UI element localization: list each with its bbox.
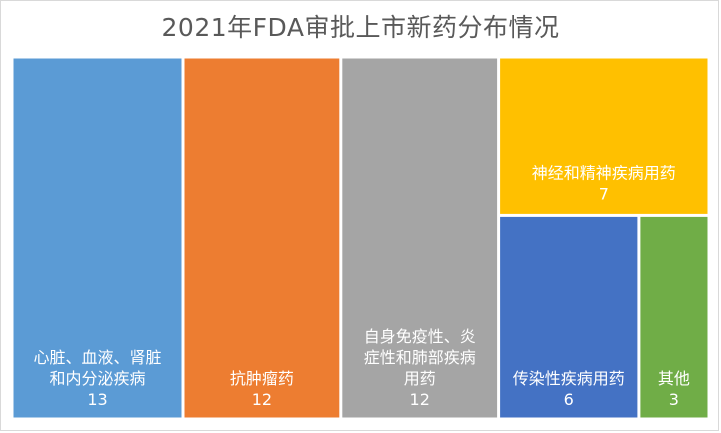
treemap-tile-rect xyxy=(184,58,340,418)
tile-neuro-psychiatric: 神经和精神疾病用药 7 xyxy=(500,58,708,214)
chart-title: 2021年FDA审批上市新药分布情况 xyxy=(161,13,560,42)
tile-category-label: 自身免疫性、炎 xyxy=(364,327,476,346)
tile-oncology: 抗肿瘤药 12 xyxy=(184,58,340,418)
tile-category-label: 神经和精神疾病用药 xyxy=(532,163,676,182)
tile-value-label: 6 xyxy=(564,390,574,409)
tile-category-label: 抗肿瘤药 xyxy=(230,369,294,388)
tile-value-label: 12 xyxy=(410,390,430,409)
treemap-tile-rect xyxy=(640,216,708,418)
tile-category-label: 症性和肺部疾病 xyxy=(364,348,476,367)
tile-other: 其他 3 xyxy=(640,216,708,418)
treemap-tile-rect xyxy=(342,58,498,418)
tile-category-label: 传染性疾病用药 xyxy=(513,369,625,388)
tile-infectious-disease: 传染性疾病用药 6 xyxy=(500,216,638,418)
treemap-tile-rect xyxy=(500,58,708,214)
tile-value-label: 12 xyxy=(252,390,272,409)
tile-category-label: 和内分泌疾病 xyxy=(49,369,145,388)
tile-category-label: 用药 xyxy=(404,369,436,388)
tile-category-label: 其他 xyxy=(658,369,690,388)
tile-value-label: 13 xyxy=(87,390,107,409)
tile-value-label: 3 xyxy=(669,390,679,409)
treemap-tile-rect xyxy=(500,216,638,418)
tile-value-label: 7 xyxy=(599,184,609,203)
tile-category-label: 心脏、血液、肾脏 xyxy=(33,348,161,367)
treemap-tile-rect xyxy=(13,58,182,418)
